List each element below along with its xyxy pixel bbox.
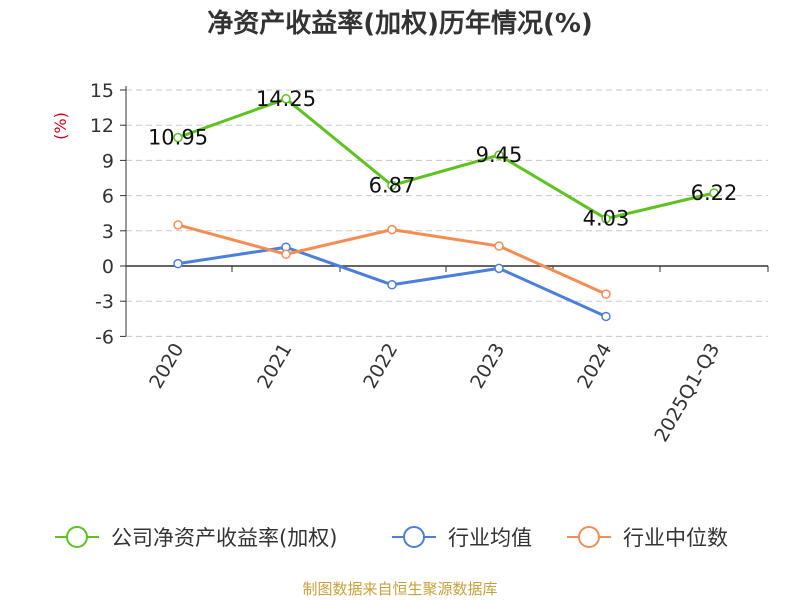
data-point <box>601 311 611 322</box>
data-point <box>281 249 291 260</box>
data-point <box>281 94 291 104</box>
data-label: 4.03 <box>583 207 630 231</box>
legend-marker <box>66 526 88 548</box>
series-line <box>177 97 715 221</box>
data-point <box>494 263 504 274</box>
x-tick-label: 2021 <box>253 340 296 393</box>
series-group: 10.95 14.25 6.87 9.45 4.03 6.22 <box>148 87 738 322</box>
legend-marker <box>403 526 425 548</box>
legend-label: 行业均值 <box>448 526 532 550</box>
grid-lines <box>126 89 768 337</box>
data-point <box>601 213 611 224</box>
data-point <box>173 258 183 269</box>
y-tick-label: 9 <box>102 150 114 172</box>
y-tick-label: 3 <box>102 221 114 243</box>
data-point <box>387 224 397 235</box>
x-tick-label: 2023 <box>466 340 509 393</box>
legend-label: 公司净资产收益率(加权) <box>111 526 337 550</box>
data-point <box>173 220 183 230</box>
x-tick-label: 2020 <box>145 340 188 393</box>
legend-marker <box>578 526 600 548</box>
y-tick-label: 15 <box>90 80 114 102</box>
data-point <box>494 150 504 160</box>
data-point <box>494 241 504 251</box>
data-point <box>387 180 397 191</box>
data-label: 6.22 <box>691 181 738 205</box>
axes <box>120 86 769 337</box>
y-tick-labels: 15 12 9 6 3 0 -3 -6 <box>90 80 114 348</box>
data-point <box>709 188 719 198</box>
x-tick-label: 2022 <box>359 340 402 393</box>
data-point <box>387 280 397 290</box>
legend-item[interactable]: 公司净资产收益率(加权) <box>55 526 337 550</box>
y-tick-label: 6 <box>102 186 114 208</box>
y-tick-label: -6 <box>95 326 114 348</box>
data-label: 9.45 <box>476 143 523 167</box>
data-label: 6.87 <box>369 173 416 197</box>
data-source-note: 制图数据来自恒生聚源数据库 <box>302 580 497 598</box>
legend[interactable]: 公司净资产收益率(加权) 行业均值 行业中位数 <box>55 526 728 550</box>
data-label: 14.25 <box>256 87 316 111</box>
y-axis-unit-label: (%) <box>51 112 70 140</box>
legend-item[interactable]: 行业中位数 <box>567 526 728 550</box>
data-point <box>173 132 183 143</box>
data-label: 10.95 <box>148 126 208 150</box>
data-point <box>601 289 611 299</box>
legend-item[interactable]: 行业均值 <box>392 526 532 550</box>
y-tick-label: 12 <box>90 115 114 137</box>
x-tick-label: 2024 <box>573 340 616 393</box>
y-tick-label: 0 <box>102 256 114 278</box>
y-tick-label: -3 <box>95 291 114 313</box>
legend-label: 行业中位数 <box>623 526 728 550</box>
chart-title: 净资产收益率(加权)历年情况(%) <box>207 8 593 39</box>
x-tick-labels: 2020 2021 2022 2023 2024 2025Q1-Q3 <box>145 340 724 446</box>
x-tick-label: 2025Q1-Q3 <box>650 340 724 446</box>
